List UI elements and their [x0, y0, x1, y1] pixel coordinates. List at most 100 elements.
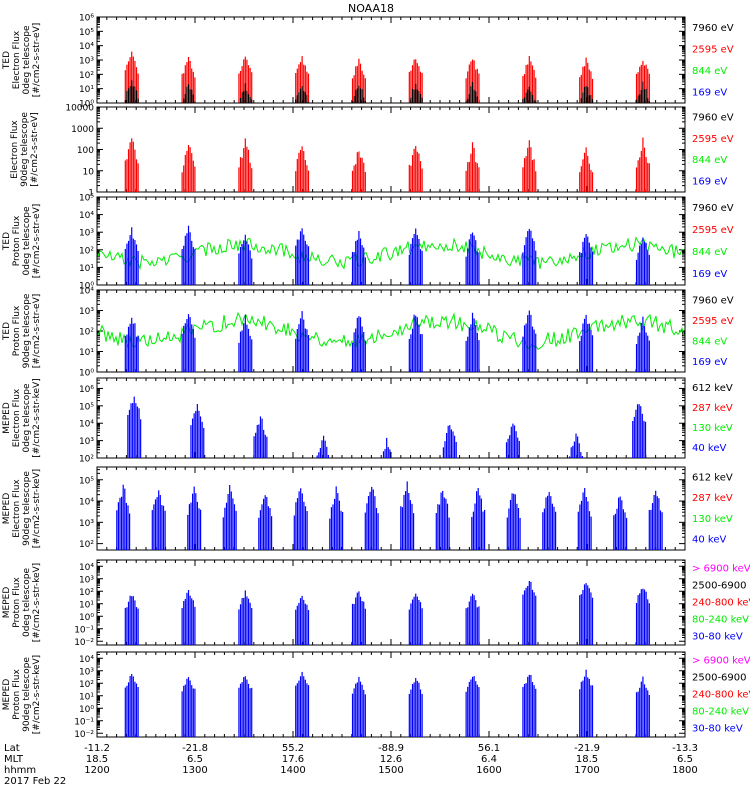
legend-entry: 2595 eV [692, 134, 734, 145]
y-axis-label: Proton Flux [12, 215, 22, 266]
y-axis-label: Electron Flux [12, 30, 22, 89]
data-marks [116, 481, 663, 550]
x-date-label: 2017 Feb 22 [4, 776, 66, 787]
legend-entry: 844 eV [692, 247, 727, 258]
y-tick-label: 10¹ [79, 348, 94, 358]
y-tick-label: 10² [79, 680, 94, 690]
x-tick-mlt: 18.5 [86, 754, 108, 765]
data-marks [124, 51, 650, 103]
y-tick-label: 10⁴ [79, 420, 94, 430]
panel-2: 1 10 100 1000 10000 Electron Flux 90deg telesc… [10, 104, 734, 199]
x-tick-lat: -21.9 [574, 743, 600, 754]
x-tick-lat: -88.9 [378, 743, 404, 754]
legend-entry: 2595 eV [692, 44, 734, 55]
panel-4: 10⁰ 10¹ 10² 10³ 10⁴ TED Proton Flux 90deg teles… [2, 287, 734, 379]
y-tick-label: 10¹ [79, 85, 94, 95]
y-tick-label: 10⁵ [79, 402, 94, 412]
data-marks [124, 580, 650, 645]
x-tick-lat: 55.2 [282, 743, 304, 754]
y-tick-label: 10¹ [79, 264, 94, 274]
y-tick-label: 10⁴ [79, 287, 94, 297]
y-tick-label: 10⁻¹ [74, 625, 94, 635]
data-marks [124, 669, 650, 737]
y-tick-label: 10⁰ [79, 282, 94, 292]
y-tick-label: 10⁵ [79, 194, 94, 204]
panel-7: 10⁻² 10⁻¹ 10⁰ 10¹ 10² 10³ 10⁴ MEPED Proton Flux 0… [2, 559, 750, 648]
y-axis-label: MEPED [2, 493, 12, 525]
y-tick-label: 10⁶ [79, 14, 94, 24]
y-tick-label: 10⁵ [79, 28, 94, 38]
y-axis-label: 90deg telescope [22, 471, 32, 546]
y-tick-label: 10² [79, 455, 94, 465]
x-tick-time: 1400 [280, 765, 305, 776]
x-tick-lat: -21.8 [182, 743, 208, 754]
legend-entry: > 6900 keV [692, 655, 750, 666]
panel-3: 10⁰ 10¹ 10² 10³ 10⁴ 10⁵ TED Proton Flux 0deg tel… [2, 194, 734, 292]
legend-entry: 2500-6900 [692, 672, 747, 683]
y-axis-label: MEPED [2, 402, 12, 434]
y-axis-label: [#/cm2-s-str-eV] [32, 204, 42, 279]
legend-entry: 130 keV [692, 514, 733, 525]
legend-entry: 169 eV [692, 176, 727, 187]
y-axis-label: TED [2, 232, 12, 251]
y-tick-label: 10⁰ [79, 705, 94, 715]
y-tick-label: 10⁴ [79, 563, 94, 573]
y-axis-label: Proton Flux [12, 669, 22, 720]
y-tick-label: 10⁵ [79, 476, 94, 486]
legend-entry: 80-240 keV [692, 614, 749, 625]
x-tick-time: 1700 [574, 765, 599, 776]
legend-entry: 40 keV [692, 535, 726, 546]
y-tick-label: 10² [79, 588, 94, 598]
legend-entry: 844 eV [692, 155, 727, 166]
y-axis-label: [#/cm2-s-str-keV] [32, 655, 42, 734]
legend-entry: 130 keV [692, 423, 733, 434]
legend-entry: 80-240 keV [692, 706, 749, 717]
y-tick-label: 10² [79, 71, 94, 81]
data-marks [97, 310, 685, 372]
y-tick-label: 10³ [79, 519, 94, 529]
legend-entry: 30-80 keV [692, 723, 743, 734]
y-axis-label: MEPED [2, 679, 12, 711]
y-tick-label: 10⁰ [79, 613, 94, 623]
legend-entry: 169 eV [692, 269, 727, 280]
y-axis-label: Proton Flux [12, 305, 22, 356]
legend-entry: 30-80 keV [692, 631, 743, 642]
y-tick-label: 10³ [79, 437, 94, 447]
y-axis-label: 0deg telescope [22, 25, 32, 95]
y-tick-label: 10³ [79, 667, 94, 677]
y-axis-label: 90deg telescope [22, 293, 32, 368]
panel-frame [96, 377, 686, 459]
x-tick-time: 1600 [476, 765, 501, 776]
legend-entry: 2500-6900 [692, 580, 747, 591]
legend-entry: 169 eV [692, 357, 727, 368]
x-row-label-mlt: MLT [4, 754, 24, 765]
y-tick-label: 10⁶ [79, 385, 94, 395]
y-tick-label: 10⁻¹ [74, 717, 94, 727]
x-tick-time: 1200 [84, 765, 109, 776]
y-tick-label: 10³ [79, 307, 94, 317]
x-tick-mlt: 6.4 [481, 754, 497, 765]
legend-entry: 844 eV [692, 66, 727, 77]
x-tick-time: 1800 [672, 765, 697, 776]
y-tick-label: 10⁰ [79, 369, 94, 379]
y-axis-label: [#/cm2-s-str-eV] [32, 23, 42, 98]
y-tick-label: 10³ [79, 57, 94, 67]
y-tick-label: 10⁴ [79, 211, 94, 221]
y-axis-label: Electron Flux [12, 479, 22, 538]
y-tick-label: 10⁴ [79, 655, 94, 665]
legend-entry: 240-800 keV [692, 689, 750, 700]
y-axis-label: Electron Flux [10, 120, 20, 179]
y-axis-label: [#/cm2-s-str-keV] [32, 469, 42, 548]
data-marks [124, 137, 650, 192]
y-tick-label: 10⁴ [79, 498, 94, 508]
legend-entry: 7960 eV [692, 113, 734, 124]
x-tick-mlt: 17.6 [282, 754, 304, 765]
panel-6: 10² 10³ 10⁴ 10⁵ MEPED Electron Flux 90deg tele… [2, 466, 733, 551]
legend-entry: 844 eV [692, 336, 727, 347]
panel-1: 10⁰ 10¹ 10² 10³ 10⁴ 10⁵ 10⁶ TED Electron Flux 0de… [2, 14, 734, 110]
legend-entry: 2595 eV [692, 225, 734, 236]
x-tick-lat: 56.1 [478, 743, 500, 754]
y-axis-label: 0deg telescope [22, 206, 32, 276]
